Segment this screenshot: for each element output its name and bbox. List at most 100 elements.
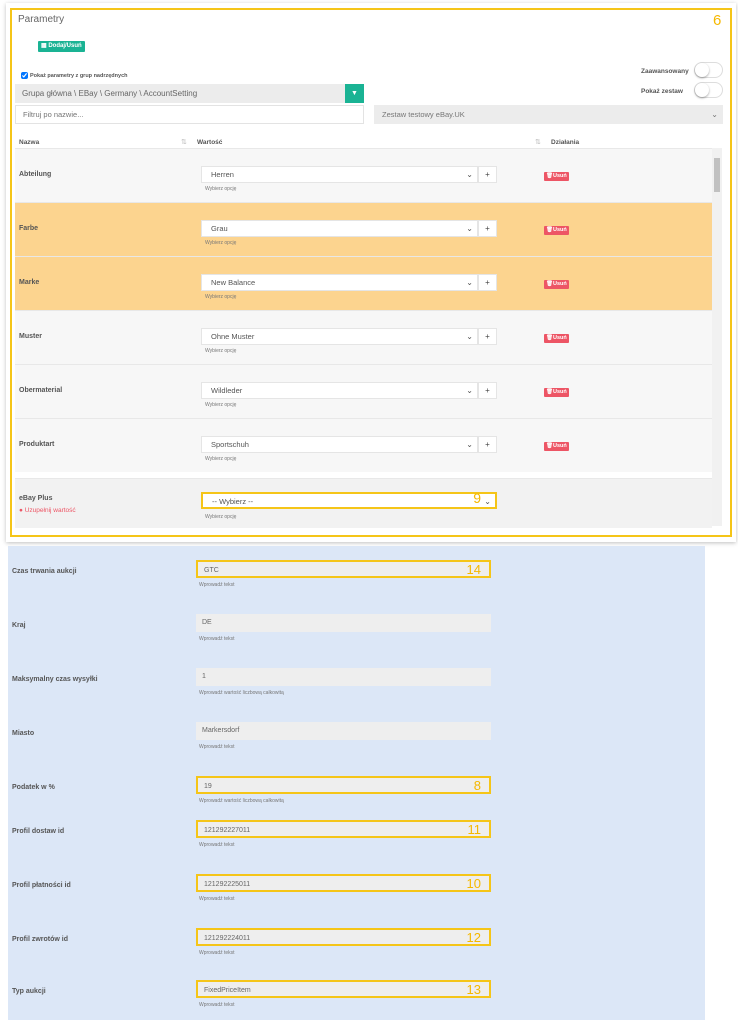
field-label: Podatek w % xyxy=(12,784,55,791)
add-remove-label: Dodaj/Usuń xyxy=(48,43,82,49)
delete-label: Usuń xyxy=(552,335,567,341)
field-input[interactable]: GTC 14 xyxy=(196,560,491,578)
select-value: Sportschuh xyxy=(211,440,249,449)
field-label: Maksymalny czas wysyłki xyxy=(12,676,98,683)
field-label: Profil zwrotów id xyxy=(12,936,68,943)
annotation-number: 10 xyxy=(466,876,481,891)
add-option-button[interactable]: + xyxy=(478,166,497,183)
table-row: Farbe Grau ⌄ + Wybierz opcję 🗑Usuń xyxy=(15,202,712,256)
field-label: Profil dostaw id xyxy=(12,828,65,835)
sort-icon[interactable]: ⇅ xyxy=(535,139,541,146)
sort-icon[interactable]: ⇅ xyxy=(181,139,187,146)
show-set-toggle[interactable] xyxy=(694,82,723,98)
select-value: Wildleder xyxy=(211,386,243,395)
param-value-select[interactable]: New Balance ⌄ xyxy=(201,274,478,291)
columns-icon: ▦ xyxy=(41,43,49,49)
param-value-select[interactable]: Sportschuh ⌄ xyxy=(201,436,478,453)
param-name: Obermaterial xyxy=(19,387,63,394)
delete-button[interactable]: 🗑Usuń xyxy=(544,226,569,235)
set-select[interactable]: Zestaw testowy eBay.UK ⌄ xyxy=(374,105,723,124)
field-input[interactable]: 121292224011 12 xyxy=(196,928,491,946)
show-parent-checkbox[interactable]: Pokaż parametry z grup nadrzędnych xyxy=(21,72,128,79)
param-value-select[interactable]: Ohne Muster ⌄ xyxy=(201,328,478,345)
param-value-select[interactable]: -- Wybierz -- 9 ⌄ xyxy=(201,491,497,509)
field-hint: Wprowadź tekst xyxy=(199,582,235,588)
delete-label: Usuń xyxy=(552,173,567,179)
add-remove-button[interactable]: ▦ Dodaj/Usuń xyxy=(38,41,85,52)
field-hint: Wprowadź tekst xyxy=(199,842,235,848)
field-input[interactable]: 19 8 xyxy=(196,776,491,794)
field-value: 121292227011 xyxy=(204,827,251,834)
param-value-select[interactable]: Herren ⌄ xyxy=(201,166,478,183)
field-hint: Wybierz opcję xyxy=(205,514,237,520)
add-option-button[interactable]: + xyxy=(478,328,497,345)
column-header-actions: Działania xyxy=(551,139,580,146)
field-input[interactable]: DE xyxy=(196,614,491,632)
field-row: Profil zwrotów id 121292224011 12 Wprowad… xyxy=(8,919,705,973)
param-value-select[interactable]: Grau ⌄ xyxy=(201,220,478,237)
set-select-value: Zestaw testowy eBay.UK xyxy=(382,110,465,119)
trash-icon: 🗑 xyxy=(546,281,553,287)
chevron-down-icon: ⌄ xyxy=(466,278,473,287)
add-option-button[interactable]: + xyxy=(478,436,497,453)
param-name: Farbe xyxy=(19,225,39,232)
chevron-down-icon: ⌄ xyxy=(466,386,473,395)
error-icon: ● xyxy=(19,507,25,514)
field-row: Profil płatności id 121292225011 10 Wprow… xyxy=(8,865,705,919)
field-label: Kraj xyxy=(12,622,26,629)
trash-icon: 🗑 xyxy=(546,227,553,233)
field-input[interactable]: 1 xyxy=(196,668,491,686)
group-path-select[interactable]: Grupa główna \ EBay \ Germany \ AccountS… xyxy=(15,84,364,103)
column-header-value[interactable]: Wartość xyxy=(197,139,223,146)
field-hint: Wybierz opcję xyxy=(205,348,237,354)
select-value: New Balance xyxy=(211,278,256,287)
field-input[interactable]: 121292227011 11 xyxy=(196,820,491,838)
field-hint: Wybierz opcję xyxy=(205,186,237,192)
field-label: Miasto xyxy=(12,730,35,737)
advanced-toggle[interactable] xyxy=(694,62,723,78)
delete-button[interactable]: 🗑Usuń xyxy=(544,334,569,343)
filter-input[interactable] xyxy=(15,105,364,124)
panel-title: Parametry xyxy=(18,14,65,25)
column-header-name[interactable]: Nazwa xyxy=(19,139,40,146)
field-label: Czas trwania aukcji xyxy=(12,568,77,575)
field-row: Podatek w % 19 8 Wprowadź wartość liczbow… xyxy=(8,767,705,821)
field-label: Profil płatności id xyxy=(12,882,71,889)
annotation-number: 13 xyxy=(466,982,481,997)
add-option-button[interactable]: + xyxy=(478,274,497,291)
field-input[interactable]: 121292225011 10 xyxy=(196,874,491,892)
field-hint: Wprowadź tekst xyxy=(199,1002,235,1008)
delete-button[interactable]: 🗑Usuń xyxy=(544,388,569,397)
field-hint: Wybierz opcję xyxy=(205,402,237,408)
annotation-number: 12 xyxy=(466,930,481,945)
field-hint: Wybierz opcję xyxy=(205,240,237,246)
add-option-button[interactable]: + xyxy=(478,382,497,399)
annotation-number: 6 xyxy=(713,12,722,29)
chevron-down-icon: ⌄ xyxy=(466,440,473,449)
trash-icon: 🗑 xyxy=(546,389,553,395)
field-value: GTC xyxy=(204,567,219,574)
delete-button[interactable]: 🗑Usuń xyxy=(544,280,569,289)
field-input[interactable]: FixedPriceItem 13 xyxy=(196,980,491,998)
add-option-button[interactable]: + xyxy=(478,220,497,237)
show-set-label: Pokaż zestaw xyxy=(641,88,683,95)
field-hint: Wprowadź wartość liczbową całkowitą xyxy=(199,690,284,696)
param-name: Marke xyxy=(19,279,40,286)
checkbox[interactable] xyxy=(21,72,28,79)
delete-button[interactable]: 🗑Usuń xyxy=(544,172,569,181)
field-input[interactable]: Markersdorf xyxy=(196,722,491,740)
field-row: Kraj DE Wprowadź tekst xyxy=(8,605,705,659)
select-value: -- Wybierz -- xyxy=(212,497,254,506)
table-scrollbar[interactable] xyxy=(712,148,722,526)
field-hint: Wybierz opcję xyxy=(205,294,237,300)
param-value-select[interactable]: Wildleder ⌄ xyxy=(201,382,478,399)
checkbox-label: Pokaż parametry z grup nadrzędnych xyxy=(30,72,128,79)
annotation-number: 8 xyxy=(473,778,481,793)
delete-button[interactable]: 🗑Usuń xyxy=(544,442,569,451)
field-value: Markersdorf xyxy=(202,727,240,734)
scrollbar-thumb[interactable] xyxy=(714,158,720,192)
caret-down-icon[interactable]: ▼ xyxy=(345,84,364,103)
group-path-value: Grupa główna \ EBay \ Germany \ AccountS… xyxy=(22,89,198,98)
param-name: Muster xyxy=(19,333,42,340)
table-row: Obermaterial Wildleder ⌄ + Wybierz opcję … xyxy=(15,364,712,418)
